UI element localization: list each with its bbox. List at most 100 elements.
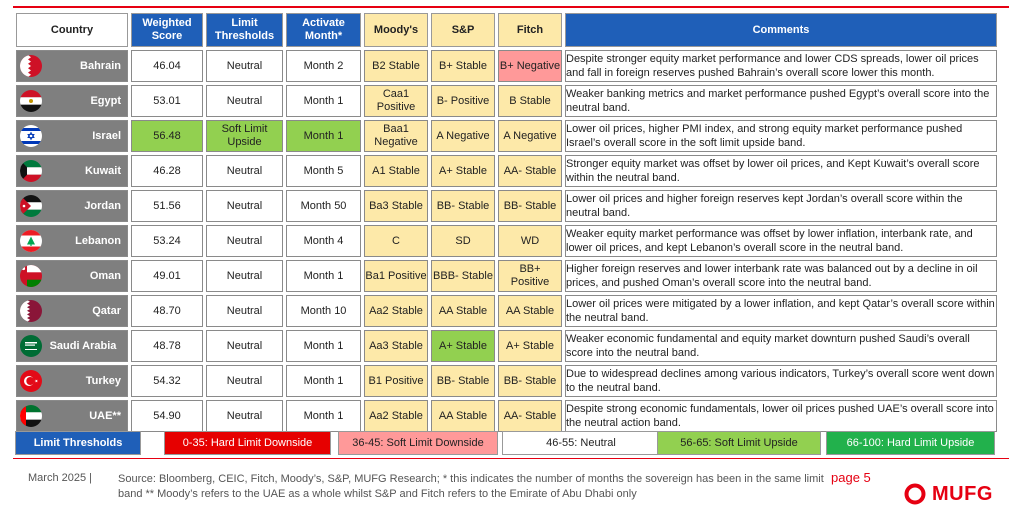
limit-threshold-cell: Neutral (206, 295, 283, 327)
uae-flag-icon (20, 405, 42, 427)
limit-threshold-cell: Neutral (206, 365, 283, 397)
mufg-wordmark: MUFG (932, 483, 993, 505)
activate-month-cell: Month 1 (286, 85, 361, 117)
qatar-flag-icon (20, 300, 42, 322)
activate-month-cell: Month 5 (286, 155, 361, 187)
limit-threshold-cell: Neutral (206, 260, 283, 292)
comment-cell: Due to widespread declines among various… (565, 365, 997, 397)
israel-flag-icon (20, 125, 42, 147)
saudi-arabia-flag-icon (20, 335, 42, 357)
comments-header: Comments (565, 13, 997, 47)
bottom-divider (13, 458, 1009, 459)
moodys-rating-cell: Aa2 Stable (364, 400, 428, 432)
weighted-score-cell: 46.04 (131, 50, 203, 82)
sp-rating-cell: A+ Stable (431, 155, 495, 187)
legend-soft-limit-downside: 36-45: Soft Limit Downside (338, 431, 498, 455)
fitch-rating-cell: AA- Stable (498, 400, 562, 432)
country-name: UAE** (89, 409, 121, 422)
top-divider (13, 6, 1009, 8)
country-name: Jordan (84, 199, 121, 212)
mufg-logo: MUFG (904, 482, 1014, 508)
egypt-flag-icon (20, 90, 42, 112)
moodys-rating-cell: Ba1 Positive (364, 260, 428, 292)
moodys-header: Moody's (364, 13, 428, 47)
limit-threshold-cell: Neutral (206, 85, 283, 117)
limit-threshold-cell: Neutral (206, 225, 283, 257)
country-cell: Egypt (16, 85, 128, 117)
activate-month-cell: Month 4 (286, 225, 361, 257)
weighted-score-cell: 46.28 (131, 155, 203, 187)
limit-threshold-cell: Soft Limit Upside (206, 120, 283, 152)
moodys-rating-cell: Ba3 Stable (364, 190, 428, 222)
comment-cell: Weaker equity market performance was off… (565, 225, 997, 257)
country-name: Turkey (85, 374, 121, 387)
weighted-score-cell: 51.56 (131, 190, 203, 222)
limit-threshold-cell: Neutral (206, 330, 283, 362)
sp-rating-cell: A Negative (431, 120, 495, 152)
comment-cell: Stronger equity market was offset by low… (565, 155, 997, 187)
sp-rating-cell: SD (431, 225, 495, 257)
legend-limit-thresholds: Limit Thresholds (15, 431, 141, 455)
moodys-rating-cell: Caa1 Positive (364, 85, 428, 117)
moodys-rating-cell: B1 Positive (364, 365, 428, 397)
country-cell: Qatar (16, 295, 128, 327)
sp-header: S&P (431, 13, 495, 47)
fitch-rating-cell: BB- Stable (498, 190, 562, 222)
country-header: Country (16, 13, 128, 47)
moodys-rating-cell: A1 Stable (364, 155, 428, 187)
country-cell: Oman (16, 260, 128, 292)
fitch-rating-cell: AA- Stable (498, 155, 562, 187)
turkey-flag-icon (20, 370, 42, 392)
sp-rating-cell: AA Stable (431, 400, 495, 432)
lebanon-flag-icon (20, 230, 42, 252)
legend-hard-limit-upside: 66-100: Hard Limit Upside (826, 431, 995, 455)
table-row: Oman 49.01 Neutral Month 1 Ba1 Positive BBB- … (16, 260, 997, 292)
report-date: March 2025 | (28, 472, 93, 484)
country-cell: Saudi Arabia (16, 330, 128, 362)
jordan-flag-icon (20, 195, 42, 217)
legend-soft-limit-upside: 56-65: Soft Limit Upside (657, 431, 821, 455)
country-cell: Jordan (16, 190, 128, 222)
weighted-score-cell: 54.32 (131, 365, 203, 397)
limit-threshold-cell: Neutral (206, 155, 283, 187)
activate-month-cell: Month 1 (286, 260, 361, 292)
fitch-rating-cell: A Negative (498, 120, 562, 152)
activate-month-header: Activate Month* (286, 13, 361, 47)
table-row: Kuwait 46.28 Neutral Month 5 A1 Stable A+ Sta… (16, 155, 997, 187)
sp-rating-cell: AA Stable (431, 295, 495, 327)
activate-month-cell: Month 1 (286, 330, 361, 362)
table-row: Lebanon 53.24 Neutral Month 4 C SD WD Weaker eq… (16, 225, 997, 257)
legend-neutral: 46-55: Neutral (502, 431, 660, 455)
fitch-rating-cell: BB- Stable (498, 365, 562, 397)
comment-cell: Despite strong economic fundamentals, lo… (565, 400, 997, 432)
limit-legend: Limit Thresholds 0-35: Hard Limit Downsid… (13, 431, 1009, 455)
oman-flag-icon (20, 265, 42, 287)
mufg-ring-icon (904, 483, 926, 505)
limit-threshold-cell: Neutral (206, 400, 283, 432)
sp-rating-cell: BBB- Stable (431, 260, 495, 292)
moodys-rating-cell: C (364, 225, 428, 257)
country-cell: Israel (16, 120, 128, 152)
fitch-rating-cell: BB+ Positive (498, 260, 562, 292)
limit-threshold-cell: Neutral (206, 50, 283, 82)
fitch-rating-cell: WD (498, 225, 562, 257)
source-note: Source: Bloomberg, CEIC, Fitch, Moody’s,… (118, 473, 824, 500)
table-row: Qatar 48.70 Neutral Month 10 Aa2 Stable AA St… (16, 295, 997, 327)
comment-cell: Lower oil prices and higher foreign rese… (565, 190, 997, 222)
weighted-score-cell: 49.01 (131, 260, 203, 292)
table-row: Jordan 51.56 Neutral Month 50 Ba3 Stable BB- … (16, 190, 997, 222)
activate-month-cell: Month 1 (286, 120, 361, 152)
comment-cell: Weaker banking metrics and market perfor… (565, 85, 997, 117)
country-name: Israel (92, 129, 121, 142)
sp-rating-cell: B- Positive (431, 85, 495, 117)
country-name: Saudi Arabia (49, 339, 117, 352)
table-row: Bahrain 46.04 Neutral Month 2 B2 Stable B+ St… (16, 50, 997, 82)
legend-hard-limit-downside: 0-35: Hard Limit Downside (164, 431, 331, 455)
country-cell: Turkey (16, 365, 128, 397)
comment-cell: Higher foreign reserves and lower interb… (565, 260, 997, 292)
limit-thresholds-header: Limit Thresholds (206, 13, 283, 47)
fitch-rating-cell: B+ Negative (498, 50, 562, 82)
weighted-score-cell: 48.78 (131, 330, 203, 362)
table-row: Israel 56.48 Soft Limit Upside Month 1 Baa1 … (16, 120, 997, 152)
weighted-score-header: Weighted Score (131, 13, 203, 47)
